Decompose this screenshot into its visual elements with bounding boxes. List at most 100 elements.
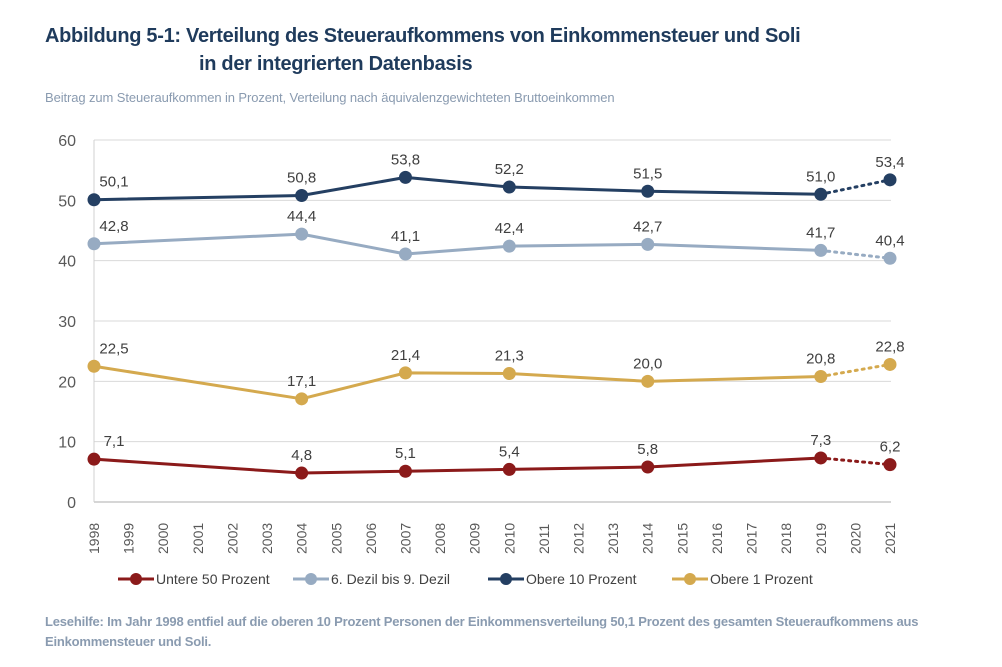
- data-point: [87, 359, 101, 373]
- x-tick-label: 2014: [640, 523, 656, 554]
- data-point: [641, 374, 655, 388]
- data-label: 20,8: [806, 351, 835, 368]
- x-tick-label: 2009: [467, 523, 483, 554]
- data-label: 4,8: [291, 447, 312, 464]
- series-group: 7,14,8 5,1 5,4 5,87,3 6,242,844,441,1 42,4 42,…: [87, 151, 905, 480]
- legend-marker: [500, 573, 512, 585]
- x-tick-label: 2005: [328, 523, 344, 554]
- y-tick-label: 30: [58, 314, 76, 331]
- data-point: [641, 184, 655, 198]
- legend-item: Obere 10 Prozent: [488, 571, 637, 587]
- data-point: [641, 237, 655, 251]
- legend-marker: [305, 573, 317, 585]
- y-tick-label: 0: [67, 495, 76, 512]
- x-axis: 1998 1999 2000 2001 2002 2003 2004 2005 2006 2007…: [86, 523, 898, 554]
- x-tick-label: 2003: [259, 523, 275, 554]
- x-tick-label: 2012: [571, 523, 587, 554]
- series-obere-10-prozent: 50,1 50,8 53,8 52,2 51,5 51,0 53,4: [87, 151, 905, 207]
- series-line: [93, 232, 821, 256]
- x-tick-label: 2013: [605, 523, 621, 554]
- data-point: [814, 451, 828, 465]
- x-tick-label: 2016: [709, 523, 725, 554]
- data-label: 22,8: [875, 338, 904, 355]
- x-tick-label: 2021: [882, 523, 898, 554]
- data-label: 17,1: [287, 373, 316, 390]
- data-label: 20,0: [633, 355, 662, 372]
- x-tick-label: 2001: [190, 523, 206, 554]
- data-point: [295, 189, 309, 203]
- data-label: 21,4: [391, 347, 420, 364]
- data-point: [87, 193, 101, 207]
- data-label: 51,5: [633, 165, 662, 182]
- data-label: 42,8: [99, 218, 128, 235]
- data-point: [814, 187, 828, 201]
- data-point: [398, 464, 412, 478]
- data-point: [883, 357, 897, 371]
- legend-item: Untere 50 Prozent: [118, 571, 270, 587]
- legend-item: Obere 1 Prozent: [672, 571, 813, 587]
- legend-item: 6. Dezil bis 9. Dezil: [293, 571, 450, 587]
- data-label: 5,8: [637, 441, 658, 458]
- series-obere-1-prozent: 22,5 17,1 21,4 21,3 20,0 20,8 22,8: [87, 338, 905, 406]
- data-point: [398, 366, 412, 380]
- series-line: [93, 456, 821, 475]
- series-line-projection: [819, 362, 892, 379]
- chart-subtitle: Beitrag zum Steueraufkommen in Prozent, …: [45, 90, 615, 105]
- gridlines: [94, 139, 891, 503]
- data-label: 21,3: [495, 347, 524, 364]
- x-tick-label: 2015: [674, 523, 690, 554]
- data-point: [641, 460, 655, 474]
- x-tick-label: 1998: [86, 523, 102, 554]
- data-label: 51,0: [806, 168, 835, 185]
- y-tick-label: 60: [58, 133, 76, 150]
- series-line-projection: [819, 248, 892, 260]
- series-line: [93, 364, 821, 401]
- series-untere-50-prozent: 7,1 4,8 5,1 5,4 5,8 7,3 6,2: [87, 432, 901, 480]
- y-axis: 0 10 20 30 40 50 60: [58, 133, 95, 512]
- x-tick-label: 2011: [536, 524, 552, 554]
- series-line: [93, 175, 821, 202]
- data-label: 50,1: [99, 174, 128, 191]
- data-point: [295, 466, 309, 480]
- data-label: 22,5: [99, 340, 128, 357]
- data-point: [295, 392, 309, 406]
- data-point: [814, 370, 828, 384]
- x-tick-label: 2008: [432, 523, 448, 554]
- data-point: [883, 458, 897, 472]
- y-tick-label: 50: [58, 193, 76, 210]
- series-line-projection: [819, 178, 892, 196]
- x-tick-label: 2000: [155, 523, 171, 554]
- x-tick-label: 2007: [397, 523, 413, 554]
- legend-label: Obere 10 Prozent: [526, 571, 637, 587]
- x-tick-label: 2006: [363, 523, 379, 554]
- data-label: 53,4: [875, 154, 904, 171]
- data-label: 40,4: [875, 232, 904, 249]
- data-label: 7,1: [104, 433, 125, 450]
- legend-label: 6. Dezil bis 9. Dezil: [331, 571, 450, 587]
- data-point: [87, 237, 101, 251]
- data-label: 53,8: [391, 151, 420, 168]
- data-point: [295, 227, 309, 241]
- x-tick-label: 2017: [744, 523, 760, 554]
- x-tick-label: 2010: [501, 523, 517, 554]
- legend-label: Obere 1 Prozent: [710, 571, 813, 587]
- legend-marker: [130, 573, 142, 585]
- y-tick-label: 40: [58, 254, 76, 271]
- x-tick-label: 2004: [294, 523, 310, 554]
- title-line-2: in der integrierten Datenbasis: [199, 53, 473, 75]
- data-label: 7,3: [810, 432, 831, 449]
- data-point: [883, 173, 897, 187]
- data-point: [398, 247, 412, 261]
- data-point: [502, 239, 516, 253]
- y-tick-label: 20: [58, 374, 76, 391]
- data-label: 42,4: [495, 220, 524, 237]
- data-label: 50,8: [287, 170, 316, 187]
- data-label: 52,2: [495, 161, 524, 178]
- data-label: 41,7: [806, 224, 835, 241]
- data-point: [87, 452, 101, 466]
- x-tick-label: 2019: [813, 523, 829, 554]
- data-label: 41,1: [391, 228, 420, 245]
- data-label: 5,1: [395, 445, 416, 462]
- data-label: 6,2: [880, 439, 901, 456]
- data-point: [502, 462, 516, 476]
